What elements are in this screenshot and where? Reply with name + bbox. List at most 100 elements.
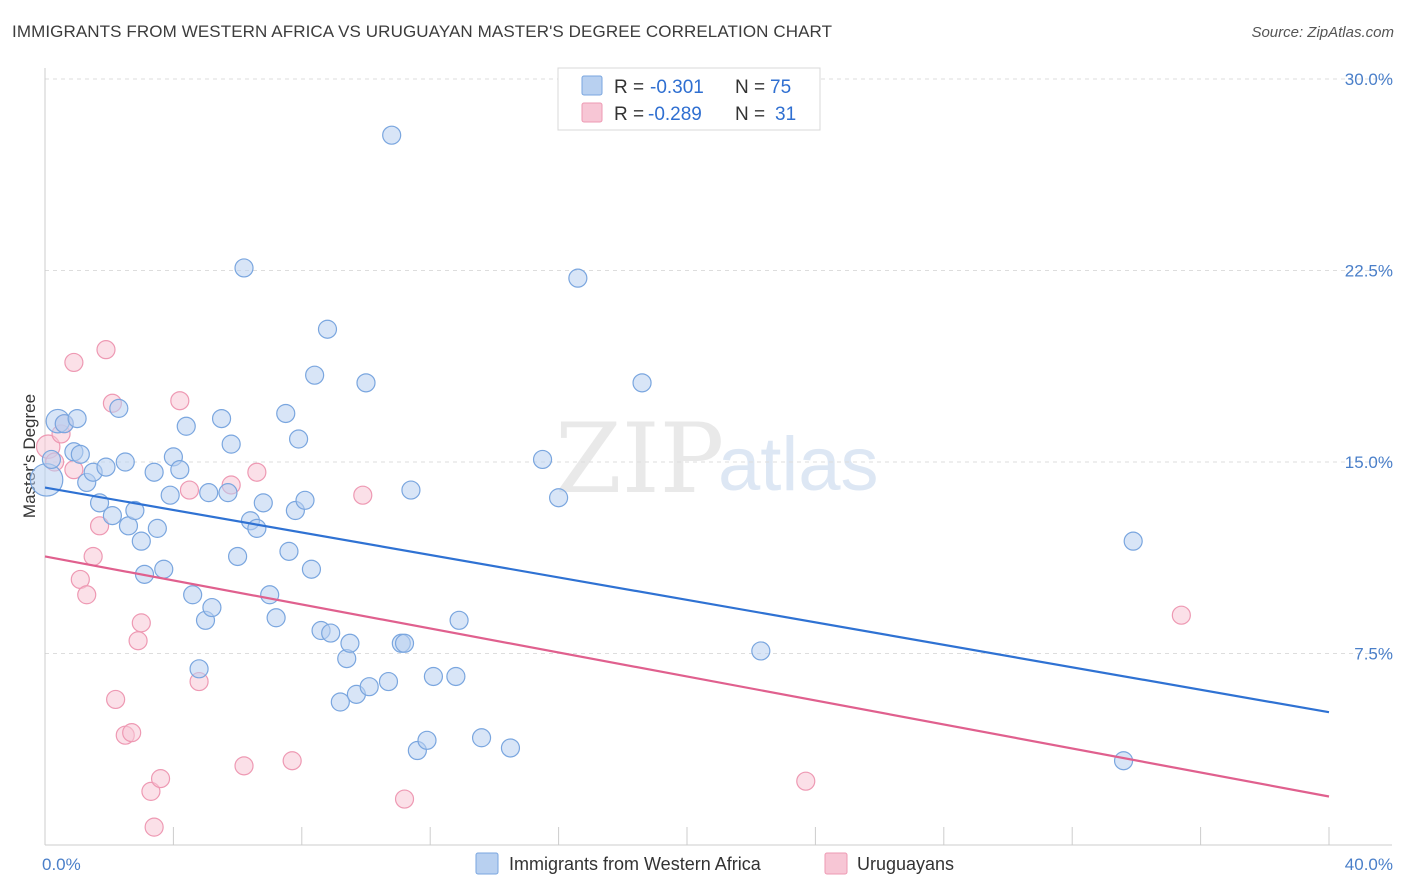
point-blue-49	[321, 623, 341, 643]
point-blue-68	[532, 449, 553, 470]
point-blue-73	[1123, 531, 1143, 551]
legend-n-label-blue: N =	[735, 77, 765, 98]
trend-line-blue	[44, 486, 1330, 714]
point-blue-63	[423, 666, 444, 687]
point-blue-41	[279, 541, 299, 561]
bottom-legend-swatch-blue	[475, 852, 499, 875]
point-pink-9	[96, 340, 116, 360]
bottom-legend-label-pink: Uruguayans	[857, 854, 954, 874]
point-pink-27	[394, 789, 415, 809]
point-blue-74	[1113, 751, 1134, 771]
point-blue-1	[41, 449, 62, 470]
point-blue-71	[632, 373, 652, 393]
point-blue-20	[154, 559, 174, 579]
y-tick-label-2: 22.5%	[1345, 262, 1393, 281]
point-blue-66	[471, 728, 492, 748]
point-blue-44	[295, 490, 315, 510]
point-blue-19	[147, 518, 167, 538]
y-tick-label-1: 15.0%	[1345, 453, 1393, 472]
point-pink-17	[144, 817, 164, 837]
legend-r-value-pink: -0.289	[648, 104, 702, 125]
point-blue-24	[176, 416, 196, 436]
bottom-legend-swatch-pink	[824, 852, 848, 875]
point-pink-24	[247, 462, 267, 482]
watermark-zip: ZIP	[555, 403, 724, 515]
point-blue-31	[218, 483, 238, 503]
point-blue-65	[449, 610, 469, 630]
point-pink-4	[64, 352, 84, 373]
point-blue-13	[115, 452, 135, 472]
point-blue-69	[548, 488, 569, 508]
point-pink-16	[141, 781, 161, 801]
point-pink-28	[796, 771, 816, 791]
point-blue-15	[125, 500, 145, 521]
point-pink-20	[179, 480, 200, 500]
point-blue-59	[394, 633, 415, 653]
legend-r-label-pink: R =	[614, 104, 644, 125]
x-tick-labels: 0.0% 40.0%	[42, 855, 1393, 874]
point-blue-23	[170, 460, 190, 480]
point-blue-56	[382, 125, 402, 145]
point-blue-45	[301, 559, 322, 579]
series-legend: Immigrants from Western Africa Uruguayan…	[475, 852, 954, 875]
point-blue-50	[330, 692, 350, 712]
point-blue-62	[417, 730, 437, 750]
point-blue-40	[276, 403, 296, 424]
point-blue-64	[446, 666, 466, 687]
point-blue-48	[317, 319, 338, 339]
watermark-atlas: atlas	[718, 422, 879, 507]
y-tick-labels: 7.5% 15.0% 22.5% 30.0%	[1345, 70, 1393, 664]
point-pink-11	[106, 689, 126, 710]
point-blue-11	[102, 506, 123, 526]
point-blue-28	[199, 483, 219, 503]
point-blue-34	[234, 258, 254, 278]
point-blue-32	[221, 434, 241, 454]
legend-r-label-blue: R =	[614, 77, 644, 98]
legend-swatch-pink	[581, 102, 603, 123]
point-blue-55	[359, 677, 379, 697]
point-blue-10	[96, 457, 116, 477]
legend-swatch-blue	[581, 75, 603, 96]
legend-r-value-blue: -0.301	[650, 77, 704, 98]
correlation-legend: R = -0.301 N = 75 R = -0.289 N = 31	[557, 67, 821, 131]
series-immigrants-western-africa	[29, 125, 1143, 771]
gridlines	[45, 78, 1392, 654]
point-pink-18	[150, 769, 171, 789]
point-blue-67	[500, 738, 521, 758]
point-blue-72	[751, 641, 771, 661]
point-blue-46	[305, 365, 325, 385]
point-blue-60	[401, 480, 421, 500]
chart-title: IMMIGRANTS FROM WESTERN AFRICA VS URUGUA…	[12, 22, 833, 41]
point-blue-43	[288, 429, 309, 449]
point-blue-21	[160, 485, 180, 505]
legend-n-value-pink: 31	[775, 104, 796, 125]
point-blue-37	[253, 493, 273, 513]
point-blue-70	[568, 268, 588, 288]
point-blue-52	[340, 633, 360, 653]
y-axis-title: Master's Degree	[20, 394, 39, 518]
point-blue-38	[260, 585, 280, 605]
point-pink-19	[170, 391, 190, 411]
point-blue-29	[202, 597, 222, 618]
point-blue-30	[211, 408, 232, 429]
point-blue-16	[131, 531, 151, 551]
point-blue-18	[144, 462, 164, 482]
point-blue-6	[70, 444, 90, 464]
point-pink-6	[77, 585, 97, 605]
point-pink-14	[128, 631, 148, 651]
x-tick-label-max: 40.0%	[1345, 855, 1393, 874]
y-tick-label-0: 7.5%	[1354, 645, 1393, 664]
point-pink-8	[89, 516, 110, 536]
y-tick-label-3: 30.0%	[1345, 70, 1393, 89]
point-blue-5	[67, 408, 87, 429]
point-pink-25	[282, 751, 302, 771]
point-pink-15	[131, 613, 151, 633]
point-pink-7	[83, 546, 103, 567]
point-pink-29	[1171, 605, 1191, 625]
point-blue-33	[228, 546, 248, 567]
point-blue-36	[247, 518, 267, 538]
point-blue-57	[378, 671, 399, 692]
point-pink-23	[234, 756, 254, 776]
point-pink-13	[122, 723, 142, 743]
